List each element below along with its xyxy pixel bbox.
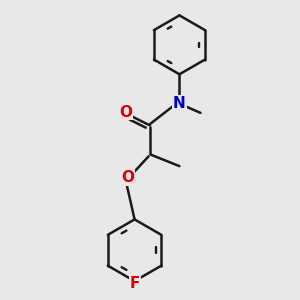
Text: O: O <box>121 170 134 185</box>
Text: F: F <box>129 276 140 291</box>
Text: O: O <box>119 105 132 120</box>
Text: N: N <box>173 95 186 110</box>
